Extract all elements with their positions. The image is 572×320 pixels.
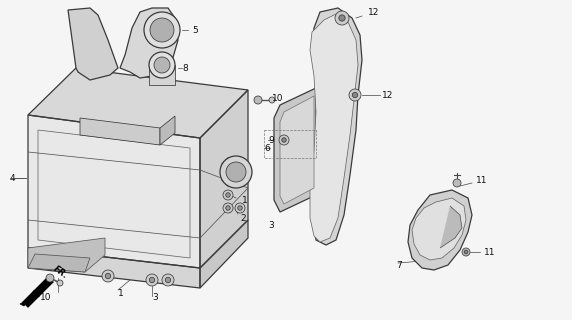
Text: 1: 1 [118,290,124,299]
Polygon shape [28,248,200,288]
Circle shape [349,89,361,101]
Polygon shape [310,14,358,242]
Text: 12: 12 [368,7,379,17]
Polygon shape [408,190,472,270]
Text: 5: 5 [192,26,198,35]
Circle shape [339,15,345,21]
Polygon shape [28,254,90,272]
Circle shape [462,248,470,256]
Polygon shape [312,8,362,245]
Circle shape [352,92,358,98]
Polygon shape [440,206,462,248]
Polygon shape [160,116,175,145]
Circle shape [102,270,114,282]
Polygon shape [200,90,248,268]
Text: 2: 2 [240,213,245,222]
Polygon shape [412,198,466,260]
Circle shape [149,52,175,78]
Text: 9: 9 [268,135,274,145]
Circle shape [57,280,63,286]
Text: 8: 8 [182,63,188,73]
Circle shape [149,277,154,283]
Polygon shape [149,65,175,85]
Polygon shape [80,118,160,145]
Circle shape [223,203,233,213]
Circle shape [146,274,158,286]
Text: 3: 3 [152,293,158,302]
Circle shape [220,156,252,188]
Circle shape [279,135,289,145]
Polygon shape [28,68,248,138]
Polygon shape [222,158,248,186]
Circle shape [165,277,170,283]
Text: 10: 10 [40,293,51,302]
Circle shape [453,179,461,187]
Polygon shape [200,220,248,288]
Text: 10: 10 [272,93,284,102]
Polygon shape [28,238,105,272]
Circle shape [269,97,275,103]
Circle shape [144,12,180,48]
Polygon shape [28,115,200,268]
Circle shape [46,274,54,282]
Polygon shape [120,8,178,78]
Polygon shape [20,298,30,306]
Circle shape [238,206,243,210]
Circle shape [464,250,468,254]
Polygon shape [274,88,316,212]
Circle shape [150,18,174,42]
Text: 12: 12 [382,91,394,100]
Circle shape [226,162,246,182]
Circle shape [223,190,233,200]
Polygon shape [280,96,314,204]
Text: 4: 4 [10,173,15,182]
Circle shape [105,273,111,279]
Text: 1: 1 [242,196,248,204]
Circle shape [226,206,231,210]
Polygon shape [68,8,118,80]
Text: FR.: FR. [52,264,70,280]
Circle shape [254,96,262,104]
Circle shape [154,57,170,73]
Circle shape [282,138,286,142]
Text: 7: 7 [396,260,402,269]
Circle shape [235,203,245,213]
Text: 11: 11 [476,175,487,185]
Circle shape [335,11,349,25]
Circle shape [162,274,174,286]
Text: 6: 6 [264,143,270,153]
Text: 11: 11 [484,247,495,257]
Text: 3: 3 [268,220,274,229]
Circle shape [226,193,231,197]
